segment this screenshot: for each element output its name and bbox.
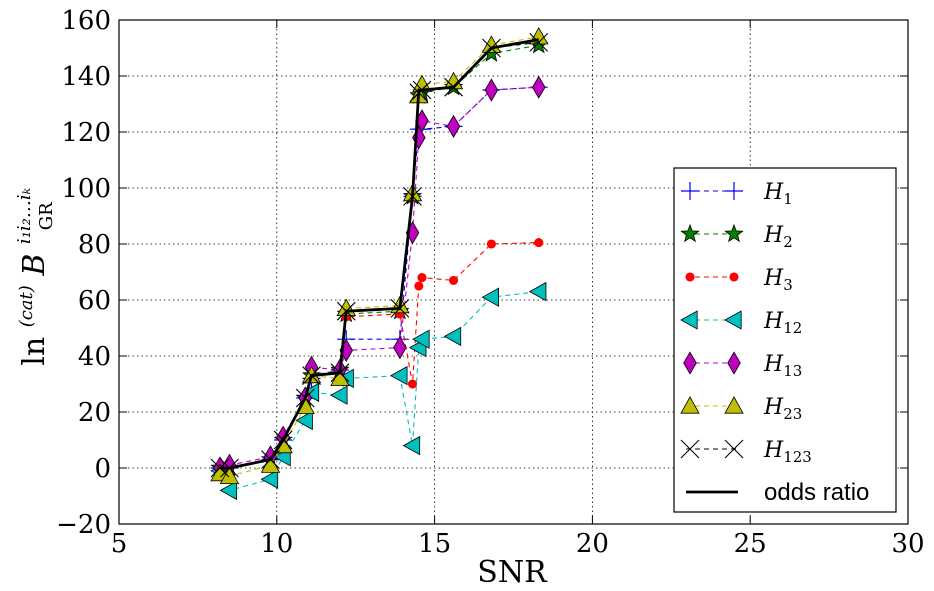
legend-label: H1 xyxy=(763,180,793,208)
legend-marker xyxy=(724,310,742,330)
legend-item: H3 xyxy=(685,266,793,294)
ticks xyxy=(118,19,909,525)
data-point xyxy=(484,78,499,102)
legend-label: H3 xyxy=(763,266,793,294)
legend-marker xyxy=(729,272,739,282)
data-point xyxy=(448,275,459,285)
x-tick-label: 25 xyxy=(734,529,767,559)
x-axis-label: SNR xyxy=(477,555,548,590)
legend-marker xyxy=(683,351,697,375)
data-point xyxy=(528,281,547,302)
x-tick-label: 5 xyxy=(111,529,128,559)
data-point xyxy=(529,33,549,52)
legend-marker xyxy=(727,351,741,375)
data-point xyxy=(486,239,496,249)
legend-item: H13 xyxy=(683,351,802,380)
data-point xyxy=(295,410,313,431)
y-tick-label: 140 xyxy=(61,62,111,92)
data-point xyxy=(531,75,546,99)
data-point xyxy=(393,336,407,360)
data-point xyxy=(412,329,430,349)
data-point xyxy=(402,435,421,456)
data-point xyxy=(330,385,348,405)
y-axis-label-index: i₁i₂…iₖ xyxy=(14,187,35,244)
legend-marker xyxy=(685,272,695,282)
y-tick-label: 0 xyxy=(94,454,111,484)
data-point xyxy=(443,326,462,347)
y-axis-label-cat: (cat) xyxy=(16,285,37,327)
legend-label: H123 xyxy=(763,438,812,466)
y-tick-label: 100 xyxy=(61,174,111,204)
x-tick-label: 30 xyxy=(891,529,924,559)
data-point xyxy=(219,480,238,501)
data-point xyxy=(412,74,432,92)
y-tick-label: 80 xyxy=(78,230,111,260)
legend-marker xyxy=(681,182,699,200)
y-axis-label: ln (cat) B i₁i₂…iₖ GR xyxy=(3,178,57,366)
data-point xyxy=(481,287,500,307)
legend-item: H23 xyxy=(680,395,802,423)
legend-marker xyxy=(724,223,744,243)
legend-marker xyxy=(680,396,700,414)
legend-label: H13 xyxy=(763,352,802,380)
series-line xyxy=(220,38,539,470)
data-point xyxy=(414,281,424,291)
x-tick-label: 10 xyxy=(260,529,293,559)
series-layer xyxy=(210,26,549,501)
data-point xyxy=(417,273,427,283)
legend-frame xyxy=(673,167,897,513)
legend-items: H1 H2 H3 H12 H13 H23 H123 odds ratio xyxy=(680,180,869,506)
legend-marker xyxy=(680,310,698,330)
legend-label: odds ratio xyxy=(764,479,869,506)
legend-label: H23 xyxy=(763,395,802,423)
data-point xyxy=(390,365,408,386)
plot-frame xyxy=(118,19,909,525)
data-point xyxy=(210,458,230,478)
y-tick-label: 40 xyxy=(78,342,111,372)
legend: H1 H2 H3 H12 H13 H23 H123 odds ratio xyxy=(673,167,897,513)
legend-item: odds ratio xyxy=(686,479,869,506)
x-tick-label: 15 xyxy=(418,529,451,559)
data-point xyxy=(412,126,426,150)
data-point xyxy=(219,466,240,485)
y-axis-label-ln: ln xyxy=(17,337,52,366)
legend-marker xyxy=(680,439,700,459)
data-point xyxy=(534,238,544,248)
legend-label: H12 xyxy=(763,309,802,337)
legend-marker xyxy=(725,182,743,200)
y-tick-label: 120 xyxy=(61,118,111,148)
legend-marker xyxy=(680,223,700,243)
y-tick-label: 160 xyxy=(61,6,111,36)
data-point xyxy=(260,469,279,489)
data-point xyxy=(446,114,461,138)
legend-item: H12 xyxy=(680,309,802,337)
y-tick-label: 60 xyxy=(78,286,111,316)
data-point xyxy=(407,379,418,389)
legend-item: H123 xyxy=(680,438,812,466)
legend-marker xyxy=(724,439,744,459)
legend-label: H2 xyxy=(763,223,793,251)
y-axis-label-b: B xyxy=(17,254,52,277)
y-axis-label-gr: GR xyxy=(36,202,57,230)
legend-marker xyxy=(724,396,744,414)
series-odds-ratio xyxy=(220,38,539,470)
tick-labels: 5 10 15 20 25 30 −20 0 20 40 60 80 100 120 140 160 xyxy=(56,6,924,559)
y-tick-label: −20 xyxy=(56,510,111,540)
x-tick-label: 20 xyxy=(576,529,609,559)
legend-item: H2 xyxy=(680,223,793,251)
legend-item: H1 xyxy=(681,180,793,208)
y-tick-label: 20 xyxy=(78,398,111,428)
